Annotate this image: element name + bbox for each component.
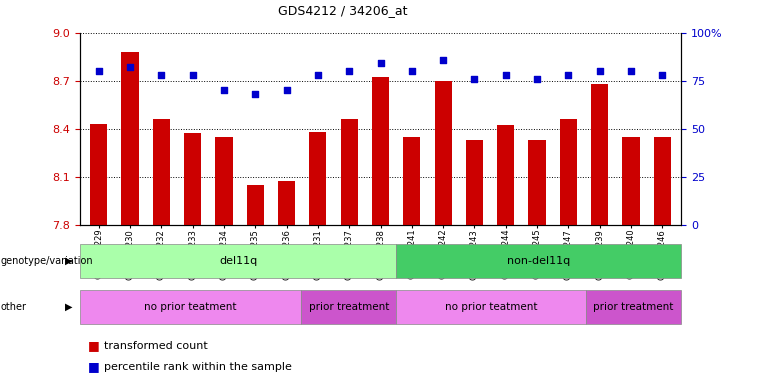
Point — [281, 87, 293, 93]
Bar — [90, 124, 107, 225]
Point — [218, 87, 230, 93]
Text: ▶: ▶ — [65, 302, 72, 312]
Text: transformed count: transformed count — [104, 341, 208, 351]
Bar — [622, 137, 639, 225]
Point — [343, 68, 355, 74]
Bar — [309, 132, 326, 225]
Point — [93, 68, 105, 74]
Bar — [435, 81, 452, 225]
Bar — [466, 140, 483, 225]
Bar — [497, 126, 514, 225]
Bar — [372, 78, 389, 225]
Point — [594, 68, 606, 74]
Text: prior treatment: prior treatment — [309, 302, 389, 312]
Point — [186, 72, 199, 78]
Bar — [153, 119, 170, 225]
Text: genotype/variation: genotype/variation — [1, 256, 94, 266]
Text: ■: ■ — [88, 339, 99, 352]
Point — [124, 64, 136, 70]
Point — [155, 72, 167, 78]
Text: other: other — [1, 302, 27, 312]
Text: non-del11q: non-del11q — [507, 256, 570, 266]
Bar — [591, 84, 608, 225]
Bar — [403, 137, 420, 225]
Point — [312, 72, 324, 78]
Point — [656, 72, 668, 78]
Point — [374, 60, 387, 66]
Bar — [560, 119, 577, 225]
Text: ▶: ▶ — [65, 256, 72, 266]
Text: no prior teatment: no prior teatment — [445, 302, 537, 312]
Bar — [215, 137, 233, 225]
Bar — [247, 185, 264, 225]
Point — [249, 91, 261, 97]
Bar — [341, 119, 358, 225]
Text: GDS4212 / 34206_at: GDS4212 / 34206_at — [278, 4, 407, 17]
Point — [437, 56, 449, 63]
Point — [468, 76, 480, 82]
Bar — [122, 52, 139, 225]
Point — [625, 68, 637, 74]
Text: ■: ■ — [88, 360, 99, 373]
Bar — [654, 137, 671, 225]
Point — [562, 72, 575, 78]
Text: no prior teatment: no prior teatment — [145, 302, 237, 312]
Bar — [528, 140, 546, 225]
Bar — [278, 181, 295, 225]
Point — [531, 76, 543, 82]
Text: del11q: del11q — [219, 256, 257, 266]
Point — [406, 68, 418, 74]
Text: percentile rank within the sample: percentile rank within the sample — [104, 362, 292, 372]
Point — [500, 72, 512, 78]
Text: prior treatment: prior treatment — [594, 302, 673, 312]
Bar — [184, 133, 201, 225]
